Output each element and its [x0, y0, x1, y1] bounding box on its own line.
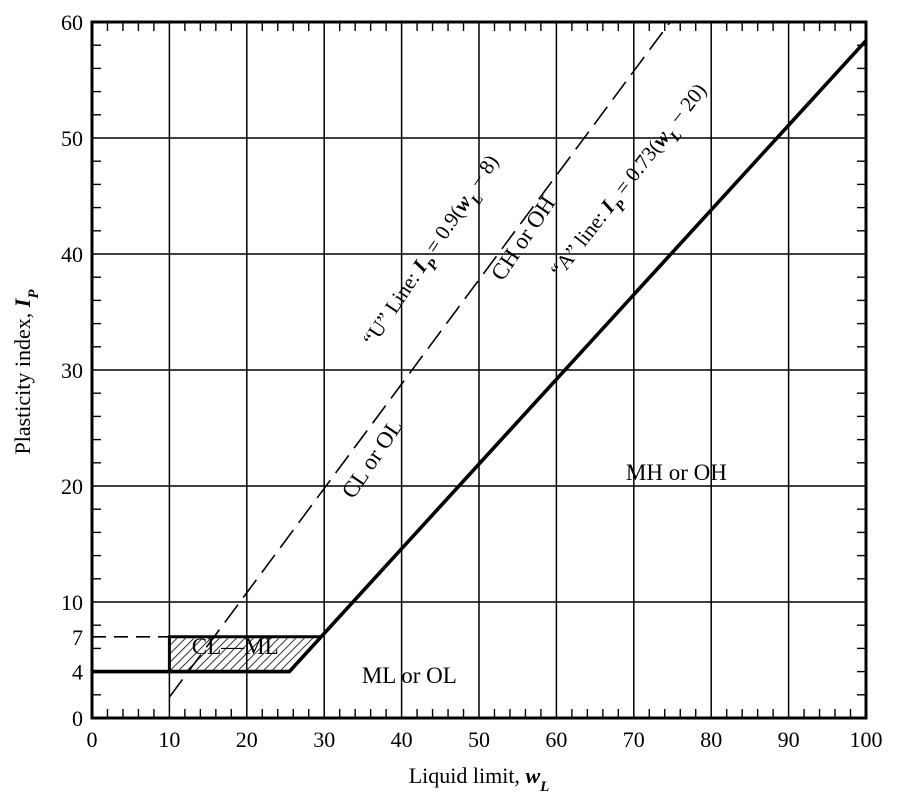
y-axis-title-var: I — [10, 297, 35, 308]
x-axis-title-sub: L — [539, 779, 549, 795]
x-tick-label: 20 — [236, 727, 258, 752]
y-tick-label: 50 — [61, 126, 83, 151]
y-tick-label: 60 — [61, 10, 83, 35]
x-tick-label: 10 — [158, 727, 180, 752]
y-tick-label: 10 — [61, 590, 83, 615]
region-label-ml-ol: ML or OL — [362, 663, 457, 688]
x-axis-title: Liquid limit, wL — [409, 763, 550, 795]
y-tick-label: 40 — [61, 242, 83, 267]
x-tick-label: 90 — [778, 727, 800, 752]
plot-frame — [90, 20, 868, 720]
grid-lines — [92, 22, 866, 718]
y-tick-label: 30 — [61, 358, 83, 383]
x-axis-title-var: w — [525, 763, 540, 788]
y-axis-title-main: Plasticity index, — [10, 307, 35, 454]
region-label-cl-ml: CL—ML — [192, 634, 279, 659]
y-tick-labels: 0 4 7 10 20 30 40 50 60 — [61, 10, 83, 731]
x-tick-label: 60 — [545, 727, 567, 752]
x-tick-label: 30 — [313, 727, 335, 752]
x-tick-label: 50 — [468, 727, 490, 752]
region-label-mh-oh: MH or OH — [626, 460, 727, 485]
x-tick-label: 100 — [850, 727, 883, 752]
x-tick-label: 40 — [391, 727, 413, 752]
x-axis-title-main: Liquid limit, — [409, 763, 526, 788]
y-tick-label: 7 — [72, 625, 83, 650]
y-tick-label: 4 — [72, 660, 83, 685]
y-axis-title-sub: P — [26, 289, 42, 299]
series-u-line — [168, 21, 671, 698]
series-a-line — [92, 39, 868, 674]
x-tick-label: 0 — [87, 727, 98, 752]
y-axis-title: Plasticity index, IP — [10, 289, 42, 455]
x-tick-label: 70 — [623, 727, 645, 752]
x-tick-labels: 0 10 20 30 40 50 60 70 80 90 100 — [87, 727, 883, 752]
y-tick-label: 0 — [72, 706, 83, 731]
x-tick-label: 80 — [700, 727, 722, 752]
y-tick-label: 20 — [61, 474, 83, 499]
